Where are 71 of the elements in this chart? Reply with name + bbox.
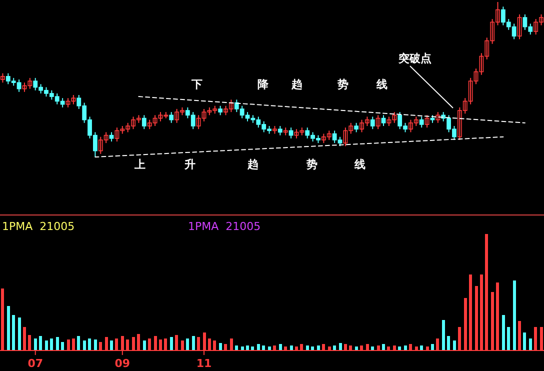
bar xyxy=(18,318,21,350)
bar xyxy=(241,346,244,350)
bar xyxy=(246,345,249,350)
text: 1PMA 21005 xyxy=(2,220,75,233)
candlestick xyxy=(0,72,5,84)
candlestick xyxy=(517,14,522,40)
bar xyxy=(311,346,314,350)
bar xyxy=(257,344,260,350)
bar xyxy=(262,345,265,350)
x-tick-label: 09 xyxy=(114,357,130,370)
bar xyxy=(88,338,91,350)
bar xyxy=(382,344,385,350)
bar xyxy=(420,345,423,350)
bar xyxy=(290,345,293,350)
candlestick xyxy=(218,105,223,116)
bar xyxy=(339,343,342,350)
bar xyxy=(94,340,97,350)
text: 下降趋势线 xyxy=(192,78,388,91)
bar xyxy=(61,342,64,350)
bar xyxy=(268,346,271,350)
bar xyxy=(170,337,173,350)
x-tick-label: 07 xyxy=(28,357,44,370)
bar xyxy=(447,336,450,350)
candlestick xyxy=(278,126,282,136)
bar xyxy=(235,345,238,350)
candlestick xyxy=(436,112,440,124)
candlestick xyxy=(288,127,294,139)
bar xyxy=(317,345,320,350)
candlestick xyxy=(370,116,375,130)
bar xyxy=(502,315,505,350)
bar xyxy=(513,280,516,350)
bar xyxy=(45,340,48,350)
candlestick xyxy=(424,114,430,128)
x-tick-label: 11 xyxy=(196,357,212,370)
candlestick xyxy=(109,132,114,142)
bar xyxy=(431,344,434,350)
bar xyxy=(529,338,532,350)
candlestick xyxy=(419,116,424,128)
bar xyxy=(442,320,445,350)
bar xyxy=(453,340,456,350)
bar xyxy=(398,346,401,350)
bar xyxy=(333,345,336,350)
bar xyxy=(110,340,113,350)
candlestick xyxy=(354,122,359,133)
bar xyxy=(523,332,526,350)
candlestick xyxy=(376,114,380,130)
bar xyxy=(306,345,309,350)
bar xyxy=(279,344,282,350)
bar xyxy=(404,345,407,350)
text: 1PMA 21005 xyxy=(188,220,261,233)
text: 上升趋势线 xyxy=(134,158,366,171)
bar xyxy=(7,306,10,350)
bar xyxy=(251,346,254,350)
bar xyxy=(355,346,358,350)
candlestick xyxy=(381,114,386,126)
annotation: 突破点 xyxy=(398,52,432,65)
bar xyxy=(186,338,189,350)
bar xyxy=(34,338,37,350)
bar xyxy=(39,336,42,350)
bar xyxy=(192,336,195,350)
bar xyxy=(56,337,59,350)
bar xyxy=(371,346,374,350)
bar xyxy=(50,338,53,350)
bar xyxy=(77,336,80,350)
bar xyxy=(83,340,86,350)
candlestick xyxy=(169,112,174,124)
candlestick xyxy=(142,114,146,130)
bar xyxy=(12,315,15,350)
bar xyxy=(507,326,510,350)
bar xyxy=(219,343,222,350)
bar xyxy=(143,340,146,350)
